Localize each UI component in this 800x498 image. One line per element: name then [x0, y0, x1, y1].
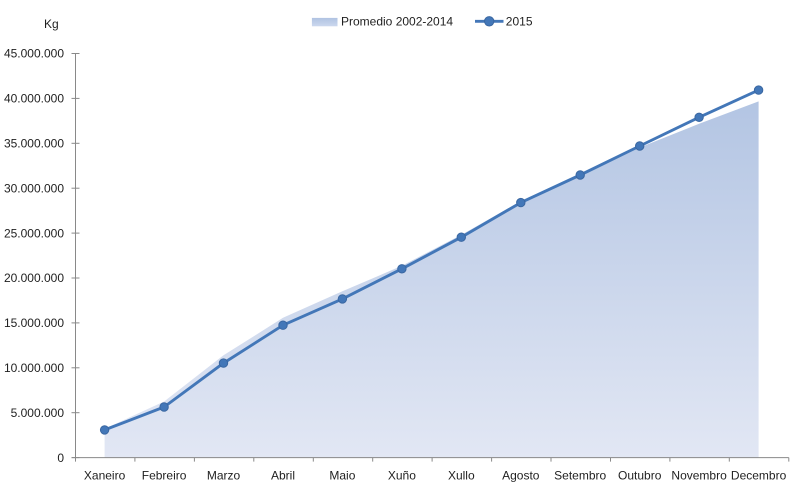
svg-text:10.000.000: 10.000.000	[4, 361, 64, 375]
svg-text:Abril: Abril	[271, 469, 295, 483]
svg-text:0: 0	[57, 451, 64, 465]
svg-text:Setembro: Setembro	[554, 469, 606, 483]
svg-text:Agosto: Agosto	[502, 469, 540, 483]
svg-text:Decembro: Decembro	[731, 469, 787, 483]
svg-text:40.000.000: 40.000.000	[4, 92, 64, 106]
svg-text:25.000.000: 25.000.000	[4, 226, 64, 240]
svg-text:Xaneiro: Xaneiro	[84, 469, 126, 483]
svg-text:Promedio 2002-2014: Promedio 2002-2014	[341, 14, 453, 28]
svg-text:Febreiro: Febreiro	[142, 469, 187, 483]
svg-text:5.000.000: 5.000.000	[11, 406, 65, 420]
svg-text:Maio: Maio	[329, 469, 355, 483]
svg-text:15.000.000: 15.000.000	[4, 316, 64, 330]
svg-text:20.000.000: 20.000.000	[4, 271, 64, 285]
svg-text:Outubro: Outubro	[618, 469, 662, 483]
svg-text:Xullo: Xullo	[448, 469, 475, 483]
svg-text:Kg: Kg	[44, 17, 59, 31]
svg-text:Marzo: Marzo	[207, 469, 241, 483]
svg-text:30.000.000: 30.000.000	[4, 181, 64, 195]
svg-text:35.000.000: 35.000.000	[4, 137, 64, 151]
svg-text:45.000.000: 45.000.000	[4, 47, 64, 61]
svg-text:Xuño: Xuño	[388, 469, 416, 483]
svg-text:2015: 2015	[506, 14, 533, 28]
svg-text:Novembro: Novembro	[671, 469, 727, 483]
